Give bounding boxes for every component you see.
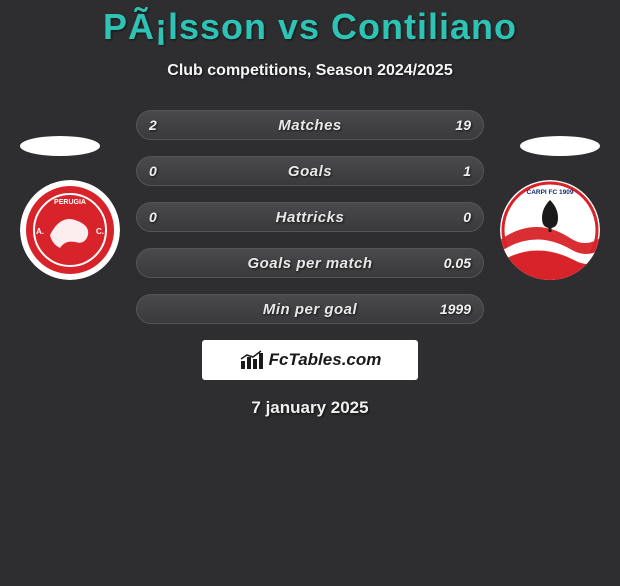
stat-label: Goals xyxy=(288,163,332,180)
stat-label: Hattricks xyxy=(276,209,345,226)
perugia-crest-icon: PERUGIA A. C. xyxy=(20,180,120,280)
subtitle: Club competitions, Season 2024/2025 xyxy=(0,62,620,80)
stat-left-value: 2 xyxy=(149,117,157,133)
club-crest-right: CARPI FC 1909 xyxy=(500,180,600,280)
fctables-logo[interactable]: FcTables.com xyxy=(202,340,418,380)
nationality-flag-right xyxy=(520,136,600,156)
stat-label: Matches xyxy=(278,117,342,134)
stat-right-value: 19 xyxy=(455,117,471,133)
stat-row-goals-per-match: Goals per match 0.05 xyxy=(136,248,484,278)
nationality-flag-left xyxy=(20,136,100,156)
stat-left-value: 0 xyxy=(149,209,157,225)
svg-text:CARPI FC 1909: CARPI FC 1909 xyxy=(527,189,574,196)
comparison-container: PERUGIA A. C. CARPI FC 1909 2 Matches 19… xyxy=(0,110,620,418)
svg-text:C.: C. xyxy=(96,227,104,236)
stat-row-min-per-goal: Min per goal 1999 xyxy=(136,294,484,324)
stat-right-value: 0.05 xyxy=(444,255,471,271)
stat-row-hattricks: 0 Hattricks 0 xyxy=(136,202,484,232)
stat-right-value: 1999 xyxy=(440,301,471,317)
chart-icon xyxy=(239,349,265,371)
stat-row-matches: 2 Matches 19 xyxy=(136,110,484,140)
club-crest-left: PERUGIA A. C. xyxy=(20,180,120,280)
stat-right-value: 0 xyxy=(463,209,471,225)
stats-list: 2 Matches 19 0 Goals 1 0 Hattricks 0 Goa… xyxy=(136,110,484,324)
stat-left-value: 0 xyxy=(149,163,157,179)
stat-label: Goals per match xyxy=(247,255,372,272)
stat-label: Min per goal xyxy=(263,301,357,318)
stat-right-value: 1 xyxy=(463,163,471,179)
stat-row-goals: 0 Goals 1 xyxy=(136,156,484,186)
logo-text: FcTables.com xyxy=(269,350,382,370)
carpi-crest-icon: CARPI FC 1909 xyxy=(500,180,600,280)
date-text: 7 january 2025 xyxy=(0,398,620,418)
page-title: PÃ¡lsson vs Contiliano xyxy=(0,6,620,48)
svg-text:PERUGIA: PERUGIA xyxy=(54,199,86,206)
svg-text:A.: A. xyxy=(36,227,44,236)
